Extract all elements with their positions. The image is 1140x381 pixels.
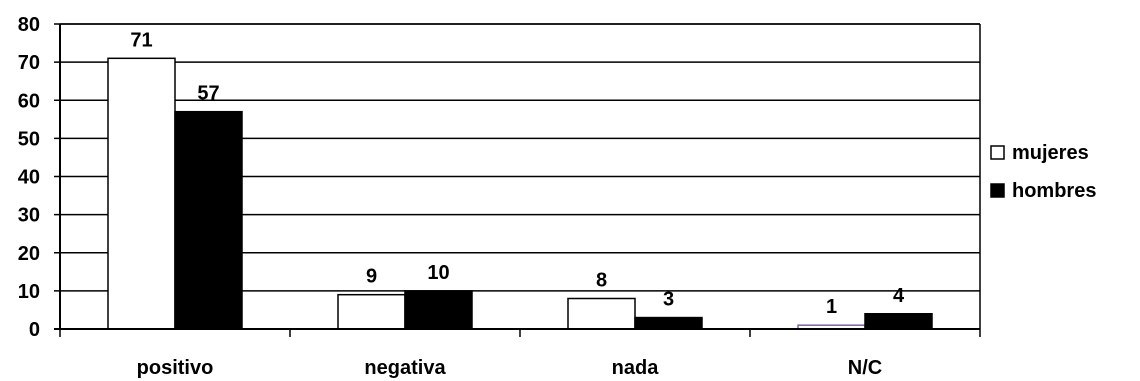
legend-label-mujeres: mujeres [1012,142,1089,164]
data-label: 57 [197,83,219,105]
x-tick-label: nada [612,357,660,379]
data-label: 4 [893,285,905,307]
y-tick-label: 80 [18,14,40,36]
bar-mujeres-positivo [107,57,176,330]
bar-hombres-nada [634,316,703,330]
bar-hombres-negativa [404,290,473,330]
data-label: 9 [366,266,377,288]
bar-mujeres-negativa [337,293,406,330]
data-label: 3 [663,289,674,311]
data-label: 10 [427,262,449,284]
y-tick-label: 0 [29,319,40,341]
y-tick-label: 40 [18,167,40,189]
y-tick-label: 50 [18,128,40,150]
y-tick-label: 60 [18,90,40,112]
axes [54,23,981,337]
x-tick-label: positivo [137,357,214,379]
legend: mujeres hombres [990,142,1096,202]
y-tick-label: 10 [18,281,40,303]
data-label: 8 [596,270,607,292]
y-tick-label: 30 [18,205,40,227]
bar-mujeres-nada [567,297,636,330]
y-tick-label: 70 [18,52,40,74]
legend-swatch-hombres [990,183,1005,198]
legend-label-hombres: hombres [1012,180,1096,202]
y-tick-label: 20 [18,243,40,265]
x-tick-label: N/C [848,357,882,379]
bar-hombres-positivo [174,110,243,330]
labels: 0 10 20 30 40 50 60 70 80 71 57 positivo 9 10 negativa… [18,14,905,379]
x-tick-label: negativa [364,357,446,379]
bars [107,57,933,330]
legend-swatch-mujeres [990,145,1005,160]
data-label: 1 [826,296,837,318]
data-label: 71 [130,29,152,51]
bar-hombres-n-c [864,313,933,330]
